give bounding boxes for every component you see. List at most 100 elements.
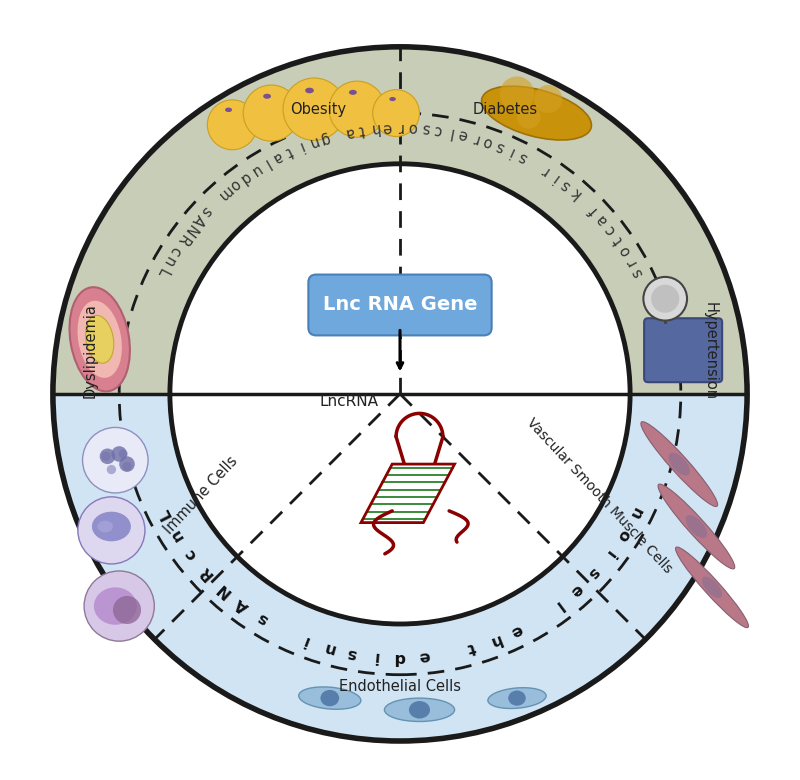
Text: L: L (154, 266, 171, 280)
Text: i: i (506, 144, 516, 159)
Text: u: u (247, 161, 263, 179)
Text: f: f (586, 204, 601, 218)
Text: s: s (585, 564, 602, 581)
Circle shape (102, 452, 110, 461)
Circle shape (119, 456, 135, 472)
Ellipse shape (349, 90, 357, 95)
Ellipse shape (409, 701, 430, 718)
Text: L: L (156, 505, 174, 522)
Circle shape (283, 78, 346, 140)
Text: i: i (373, 649, 379, 664)
Ellipse shape (98, 521, 113, 532)
Circle shape (100, 448, 115, 464)
Text: o: o (226, 176, 242, 193)
Ellipse shape (641, 422, 718, 506)
FancyBboxPatch shape (308, 275, 492, 335)
Text: Immune Cells: Immune Cells (162, 453, 241, 537)
Text: e: e (418, 648, 430, 665)
Text: o: o (616, 243, 634, 258)
Circle shape (122, 462, 132, 471)
Text: g: g (318, 129, 331, 147)
Text: s: s (198, 203, 214, 218)
Text: A: A (189, 211, 206, 229)
Text: N: N (181, 221, 199, 239)
Text: LncRNA: LncRNA (320, 394, 379, 410)
Text: t: t (283, 144, 294, 159)
Ellipse shape (390, 97, 396, 101)
Ellipse shape (508, 690, 526, 706)
Text: R: R (197, 563, 216, 583)
Text: h: h (369, 120, 380, 136)
Text: s: s (346, 645, 358, 661)
Circle shape (82, 427, 148, 493)
Text: t: t (358, 122, 366, 138)
Text: Lnc RNA Gene: Lnc RNA Gene (322, 296, 478, 314)
FancyBboxPatch shape (644, 318, 722, 382)
Text: c: c (602, 222, 618, 238)
Text: a: a (270, 148, 285, 166)
Text: n: n (159, 254, 178, 269)
Text: s: s (254, 610, 270, 628)
Circle shape (500, 76, 534, 111)
Circle shape (113, 596, 141, 624)
Ellipse shape (658, 484, 734, 569)
Circle shape (106, 465, 116, 474)
Text: i: i (296, 139, 305, 154)
Text: i: i (550, 170, 562, 184)
Text: Diabetes: Diabetes (473, 101, 538, 117)
Ellipse shape (263, 94, 271, 99)
Text: Endothelial Cells: Endothelial Cells (339, 679, 461, 694)
Text: s: s (630, 266, 646, 280)
Text: c: c (166, 243, 183, 258)
Wedge shape (53, 394, 747, 741)
Text: l: l (551, 597, 565, 613)
Ellipse shape (298, 687, 361, 709)
Text: d: d (394, 650, 406, 665)
Ellipse shape (305, 87, 314, 94)
Ellipse shape (321, 690, 339, 707)
Circle shape (118, 449, 128, 459)
Text: h: h (486, 631, 502, 649)
Text: s: s (516, 149, 530, 165)
Circle shape (84, 571, 154, 641)
Text: r: r (538, 162, 551, 178)
Text: t: t (610, 233, 626, 246)
Text: n: n (626, 505, 644, 522)
Circle shape (243, 85, 299, 141)
Ellipse shape (94, 587, 137, 625)
Wedge shape (53, 47, 747, 394)
Text: a: a (594, 211, 611, 229)
Text: s: s (421, 121, 430, 136)
Text: R: R (173, 232, 191, 249)
Ellipse shape (702, 576, 722, 598)
Text: A: A (233, 595, 252, 615)
Text: o: o (614, 526, 632, 543)
Text: Obesity: Obesity (290, 101, 346, 117)
Text: s: s (493, 138, 506, 154)
Text: d: d (237, 168, 253, 186)
Text: e: e (382, 120, 392, 135)
Ellipse shape (675, 547, 749, 628)
Circle shape (111, 446, 127, 462)
Ellipse shape (482, 86, 591, 140)
Text: c: c (433, 122, 443, 138)
Text: o: o (408, 120, 418, 135)
Ellipse shape (384, 698, 454, 722)
Ellipse shape (78, 301, 122, 378)
Text: r: r (397, 119, 403, 135)
Text: k: k (567, 184, 583, 201)
Text: e: e (509, 621, 525, 640)
Text: r: r (470, 130, 481, 146)
Text: s: s (558, 176, 573, 193)
Text: c: c (182, 546, 200, 562)
Circle shape (329, 81, 385, 137)
Ellipse shape (70, 287, 130, 392)
Circle shape (651, 285, 679, 313)
Text: l: l (261, 156, 272, 171)
Circle shape (643, 277, 687, 321)
Text: m: m (214, 183, 235, 203)
Text: Vascular Smooth Muscle Cells: Vascular Smooth Muscle Cells (523, 415, 674, 576)
Text: r: r (623, 255, 640, 268)
Text: Dyslipidemia: Dyslipidemia (83, 303, 98, 399)
Circle shape (170, 164, 630, 624)
